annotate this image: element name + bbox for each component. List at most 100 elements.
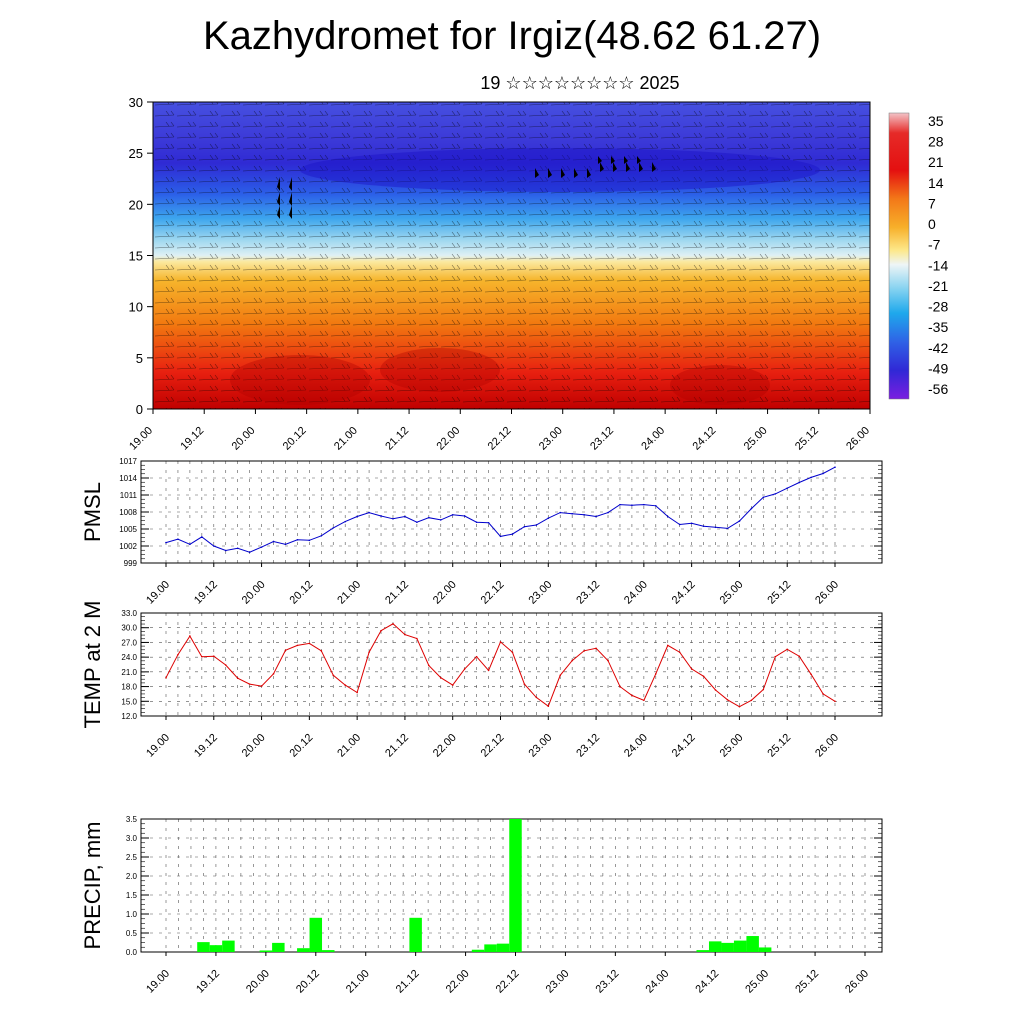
data-point <box>738 705 741 708</box>
colorbar-label: -56 <box>928 381 948 397</box>
data-point <box>702 525 705 527</box>
data-point <box>284 543 287 546</box>
data-point <box>392 518 394 520</box>
highlight-barb <box>289 192 292 206</box>
data-point <box>475 521 478 523</box>
data-point <box>224 664 227 666</box>
x-tick-label: 19.00 <box>144 579 172 607</box>
colorbar-label: 21 <box>928 154 944 170</box>
data-point <box>499 535 502 538</box>
data-point <box>224 549 227 552</box>
y-tick-label: 1017 <box>119 457 137 466</box>
warm-core-1 <box>380 348 500 392</box>
x-tick-label: 19.12 <box>192 579 220 607</box>
x-tick-label: 21.12 <box>394 968 422 996</box>
y-tick-label: 3.5 <box>126 815 138 824</box>
x-tick-label: 20.12 <box>288 732 316 760</box>
data-point <box>547 705 550 707</box>
y-tick-label: 30.0 <box>121 624 137 633</box>
warm-core-0 <box>230 355 370 405</box>
colorbar-label: 7 <box>928 195 936 211</box>
data-point <box>284 649 287 652</box>
x-tick-label: 20.00 <box>240 732 268 760</box>
data-point <box>392 622 394 625</box>
data-point <box>416 637 418 640</box>
data-point <box>356 515 358 518</box>
data-point <box>212 655 215 657</box>
y-tick-label: 1005 <box>119 525 137 534</box>
data-point <box>523 683 526 685</box>
highlight-barb <box>624 156 628 164</box>
x-tick-label: 26.00 <box>813 579 841 607</box>
colorbar-label: -49 <box>928 360 948 376</box>
highlight-barb <box>611 156 615 164</box>
y-tick-label: 1008 <box>119 508 137 517</box>
data-point <box>428 664 430 667</box>
data-point <box>451 684 454 686</box>
data-point <box>559 511 562 514</box>
data-point <box>463 668 466 670</box>
precip-bar <box>322 950 335 952</box>
x-tick-label: 19.12 <box>178 425 206 453</box>
x-tick-label: 23.12 <box>574 579 602 607</box>
x-tick-label: 25.12 <box>765 732 793 760</box>
data-point <box>189 543 191 546</box>
x-tick-label: 19.00 <box>127 425 155 453</box>
chart-title: Kazhydromet for Irgiz(48.62 61.27) <box>202 14 822 58</box>
x-tick-label: 20.00 <box>230 425 258 453</box>
data-point <box>320 535 323 537</box>
x-tick-label: 20.00 <box>244 968 272 996</box>
x-tick-label: 22.12 <box>494 968 522 996</box>
x-tick-label: 21.12 <box>383 732 411 760</box>
panel-frame <box>140 460 883 564</box>
precip-bar <box>222 940 235 952</box>
y-tick-label: 5 <box>136 351 143 366</box>
x-tick-label: 23.00 <box>526 732 554 760</box>
data-point <box>308 642 311 645</box>
y-axis-label: PMSL <box>80 482 105 542</box>
x-tick-label: 19.00 <box>144 732 172 760</box>
y-tick-label: 3.0 <box>126 834 138 843</box>
data-point <box>619 685 621 688</box>
data-point <box>332 527 335 529</box>
data-point <box>499 641 502 643</box>
y-tick-label: 15 <box>129 249 143 264</box>
x-tick-label: 24.12 <box>691 425 719 453</box>
highlight-barb <box>598 156 602 164</box>
precip-bar <box>733 940 747 952</box>
data-point <box>177 538 179 540</box>
data-point <box>439 676 442 679</box>
highlight-barb <box>587 168 591 178</box>
y-tick-label: 25 <box>129 146 143 161</box>
x-tick-label: 23.12 <box>594 968 622 996</box>
x-tick-label: 25.00 <box>743 968 771 996</box>
x-tick-label: 21.00 <box>332 425 360 453</box>
data-point <box>260 685 263 687</box>
x-tick-label: 23.00 <box>537 425 565 453</box>
precip-bar <box>197 942 210 952</box>
data-point <box>428 516 430 519</box>
data-point <box>798 481 800 484</box>
highlight-barb <box>561 168 565 178</box>
x-tick-label: 25.12 <box>793 425 821 453</box>
precip-bar <box>746 936 759 952</box>
data-point <box>272 673 275 675</box>
colorbar-label: 28 <box>928 134 944 150</box>
data-point <box>165 541 167 544</box>
wind-barb-field <box>153 102 870 409</box>
colorbar-label: 35 <box>928 113 944 129</box>
data-point <box>511 651 514 654</box>
data-point <box>702 675 705 678</box>
data-point <box>559 674 562 677</box>
colorbar-label: -21 <box>928 278 948 294</box>
data-point <box>666 644 669 647</box>
data-point <box>296 644 299 647</box>
data-point <box>678 651 681 654</box>
data-point <box>404 633 406 636</box>
x-tick-label: 25.00 <box>742 425 770 453</box>
data-point <box>248 683 251 685</box>
x-tick-label: 24.12 <box>670 732 698 760</box>
data-point <box>511 533 514 535</box>
highlight-barb <box>289 177 292 191</box>
highlight-barb <box>652 162 656 172</box>
